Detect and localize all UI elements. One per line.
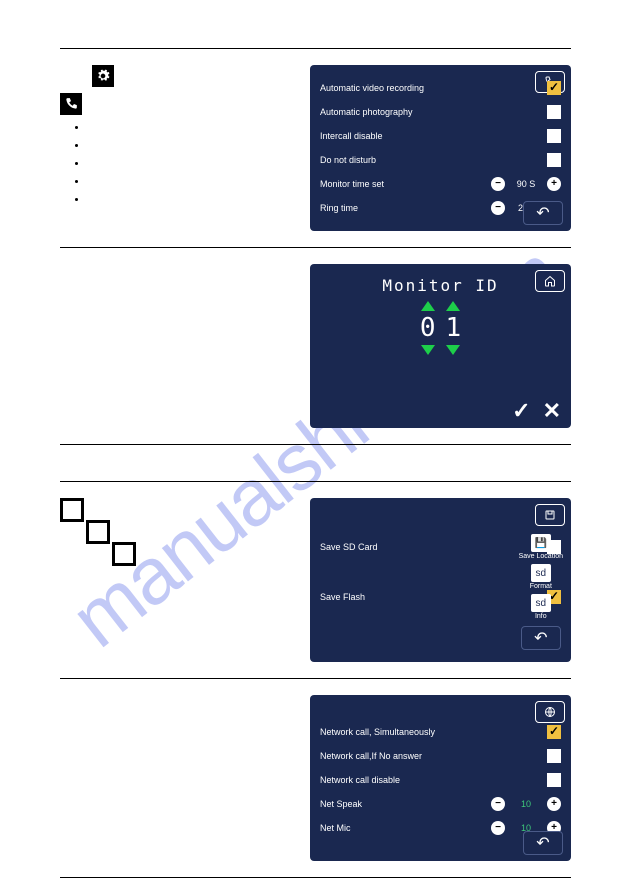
square-icon	[60, 498, 84, 522]
row-net-sim: Network call, Simultaneously	[320, 723, 561, 741]
label: Network call, Simultaneously	[320, 727, 461, 737]
label: Automatic video recording	[320, 83, 461, 93]
checkbox[interactable]	[547, 153, 561, 167]
undo-button[interactable]: ↶	[521, 626, 561, 650]
row-auto-photo: Automatic photography	[320, 103, 561, 121]
phone-settings-panel: Automatic video recording Automatic phot…	[310, 65, 571, 231]
checkbox[interactable]	[547, 749, 561, 763]
row-net-noanswer: Network call,If No answer	[320, 747, 561, 765]
info[interactable]: sd Info	[531, 594, 551, 620]
section-phone-settings: Automatic video recording Automatic phot…	[60, 57, 571, 239]
sd-icon: sd	[531, 564, 551, 582]
page: Automatic video recording Automatic phot…	[0, 0, 631, 878]
minus-button[interactable]: −	[491, 797, 505, 811]
section-network: Network call, Simultaneously Network cal…	[60, 687, 571, 869]
cancel-icon[interactable]: ✕	[543, 398, 561, 424]
divider	[60, 481, 571, 482]
row-net-disable: Network call disable	[320, 771, 561, 789]
disk-corner-icon[interactable]	[535, 504, 565, 526]
digit-0: 0	[420, 301, 436, 355]
checkbox[interactable]	[547, 81, 561, 95]
gear-icon	[92, 65, 114, 87]
undo-button[interactable]: ↶	[523, 831, 563, 855]
checkbox[interactable]	[547, 725, 561, 739]
label: Monitor time set	[320, 179, 461, 189]
format[interactable]: sd Format	[530, 564, 552, 590]
square-icon	[112, 542, 136, 566]
plus-button[interactable]: +	[547, 797, 561, 811]
label: Do not disturb	[320, 155, 461, 165]
undo-button[interactable]: ↶	[523, 201, 563, 225]
section-save: Save SD Card Save Flash 💾 Save Location …	[60, 490, 571, 670]
row-monitor-time: Monitor time set − 90 S +	[320, 175, 561, 193]
sd-icon: sd	[531, 594, 551, 612]
divider	[60, 48, 571, 49]
label: Net Mic	[320, 823, 461, 833]
divider	[60, 444, 571, 445]
digit-1: 1	[446, 301, 462, 355]
label: Intercall disable	[320, 131, 461, 141]
checkbox[interactable]	[547, 105, 561, 119]
value: 90 S	[513, 179, 539, 189]
label: Net Speak	[320, 799, 461, 809]
checkbox[interactable]	[547, 773, 561, 787]
square-icon	[86, 520, 110, 544]
digits: 0 1	[320, 301, 561, 355]
row-intercall: Intercall disable	[320, 127, 561, 145]
globe-corner-icon[interactable]	[535, 701, 565, 723]
phone-icon	[60, 93, 82, 115]
up-arrow[interactable]	[421, 301, 435, 311]
checkbox[interactable]	[547, 129, 561, 143]
label: Network call,If No answer	[320, 751, 461, 761]
row-auto-video: Automatic video recording	[320, 79, 561, 97]
save-panel: Save SD Card Save Flash 💾 Save Location …	[310, 498, 571, 662]
value: 10	[513, 799, 539, 809]
down-arrow[interactable]	[421, 345, 435, 355]
save-icon: 💾	[531, 534, 551, 552]
label: Automatic photography	[320, 107, 461, 117]
up-arrow[interactable]	[446, 301, 460, 311]
label: Save SD Card	[320, 542, 501, 552]
section-monitor-id: Monitor ID 0 1 ✓ ✕	[60, 256, 571, 436]
left-summary	[60, 65, 290, 212]
divider	[60, 247, 571, 248]
down-arrow[interactable]	[446, 345, 460, 355]
row-net-speak: Net Speak − 10 +	[320, 795, 561, 813]
label: Ring time	[320, 203, 461, 213]
confirm-icon[interactable]: ✓	[512, 398, 530, 424]
minus-button[interactable]: −	[491, 177, 505, 191]
network-panel: Network call, Simultaneously Network cal…	[310, 695, 571, 861]
divider	[60, 678, 571, 679]
bullet-list	[60, 122, 290, 206]
digit-value: 0	[420, 313, 436, 343]
monitor-id-title: Monitor ID	[320, 276, 561, 295]
minus-button[interactable]: −	[491, 821, 505, 835]
side-column: 💾 Save Location sd Format sd Info ↶	[519, 534, 563, 650]
monitor-id-panel: Monitor ID 0 1 ✓ ✕	[310, 264, 571, 428]
row-dnd: Do not disturb	[320, 151, 561, 169]
divider	[60, 877, 571, 878]
stagger-icons	[60, 498, 290, 558]
digit-value: 1	[446, 313, 462, 343]
label: Save Flash	[320, 592, 501, 602]
plus-button[interactable]: +	[547, 177, 561, 191]
label: Network call disable	[320, 775, 461, 785]
save-location[interactable]: 💾 Save Location	[519, 534, 563, 560]
home-corner-icon[interactable]	[535, 270, 565, 292]
minus-button[interactable]: −	[491, 201, 505, 215]
